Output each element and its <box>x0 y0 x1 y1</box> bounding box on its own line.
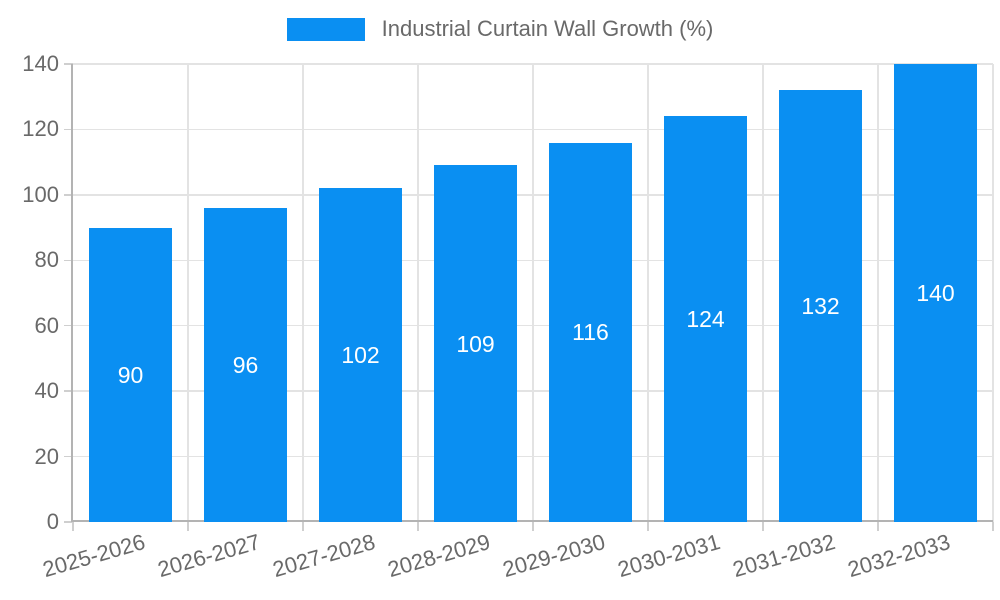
x-tick <box>647 522 649 531</box>
x-tick <box>532 522 534 531</box>
bar-value-label: 102 <box>341 342 380 369</box>
y-tick-label: 40 <box>34 378 59 404</box>
y-tick-label: 0 <box>46 509 59 534</box>
bar-value-label: 132 <box>801 293 840 320</box>
v-gridline <box>187 64 189 522</box>
x-tick <box>187 522 189 531</box>
bar-value-label: 90 <box>117 361 144 388</box>
y-tick-label: 140 <box>22 51 59 76</box>
x-tick <box>762 522 764 531</box>
bar[interactable] <box>319 188 402 522</box>
bar-value-label: 96 <box>232 351 259 378</box>
legend-swatch <box>286 17 365 41</box>
bar-value-label: 116 <box>572 319 609 346</box>
y-tick-label: 100 <box>22 181 59 207</box>
v-gridline <box>302 64 304 522</box>
x-tick <box>417 522 419 531</box>
bar[interactable] <box>894 64 977 522</box>
y-tick <box>64 324 73 327</box>
y-tick <box>64 63 73 65</box>
y-tick <box>64 259 73 262</box>
x-tick <box>877 522 879 531</box>
y-tick-label: 60 <box>34 312 59 338</box>
bar[interactable] <box>664 116 747 522</box>
y-tick-label: 20 <box>34 443 59 469</box>
y-tick <box>64 128 73 131</box>
y-tick <box>64 455 73 458</box>
v-gridline <box>877 64 879 522</box>
x-axis-line <box>73 520 993 522</box>
v-gridline <box>532 64 534 522</box>
bar-value-label: 124 <box>686 306 725 333</box>
y-tick <box>64 390 73 392</box>
legend[interactable]: Industrial Curtain Wall Growth (%) <box>0 16 1000 42</box>
y-tick <box>64 521 73 523</box>
bar[interactable] <box>204 207 287 522</box>
v-gridline <box>647 64 649 522</box>
x-tick <box>992 522 994 531</box>
bar[interactable] <box>779 90 862 522</box>
y-tick <box>64 194 73 196</box>
v-gridline <box>762 64 764 522</box>
bar-value-label: 140 <box>916 280 955 306</box>
v-gridline <box>992 64 994 522</box>
bar[interactable] <box>89 227 172 522</box>
bar[interactable] <box>434 165 517 522</box>
legend-label: Industrial Curtain Wall Growth (%) <box>381 16 714 41</box>
y-tick-label: 120 <box>22 116 59 142</box>
bar-value-label: 109 <box>456 330 495 357</box>
x-tick <box>302 522 304 531</box>
x-tick <box>72 522 74 531</box>
bar[interactable] <box>549 142 632 522</box>
v-gridline <box>417 64 419 522</box>
y-axis-line <box>71 64 73 522</box>
y-tick-label: 80 <box>34 247 59 273</box>
